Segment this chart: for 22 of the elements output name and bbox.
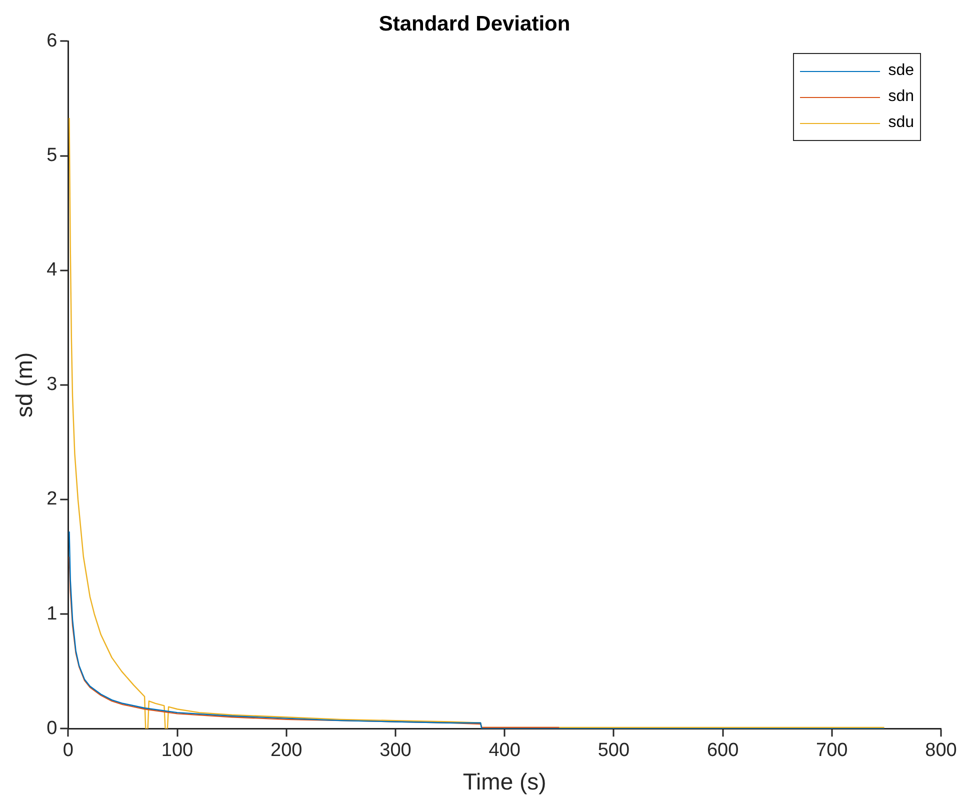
x-tick-label: 600 <box>706 740 739 762</box>
x-tick-label: 500 <box>598 740 630 762</box>
x-tick-label: 300 <box>380 740 412 762</box>
y-tick-label: 1 <box>46 603 58 624</box>
x-tick-label: 700 <box>816 740 848 762</box>
legend-label: sdu <box>888 114 914 132</box>
x-tick-label: 800 <box>925 740 957 762</box>
x-axis-title: Time (s) <box>462 768 546 795</box>
x-tick-label: 100 <box>161 740 194 762</box>
y-tick-label: 2 <box>46 488 58 510</box>
y-tick-label: 3 <box>46 374 58 396</box>
legend-label: sde <box>888 62 914 80</box>
x-tick-label: 400 <box>488 740 520 762</box>
x-tick-label: 0 <box>62 740 74 762</box>
y-tick-label: 4 <box>46 260 58 281</box>
y-tick-label: 6 <box>46 30 58 52</box>
y-tick-label: 5 <box>46 145 58 166</box>
chart-title: Standard Deviation <box>378 12 570 36</box>
legend-label: sdn <box>888 88 914 106</box>
x-tick-label: 200 <box>270 740 302 762</box>
y-axis-title: sd (m) <box>11 352 38 418</box>
y-tick-label: 0 <box>46 718 58 739</box>
